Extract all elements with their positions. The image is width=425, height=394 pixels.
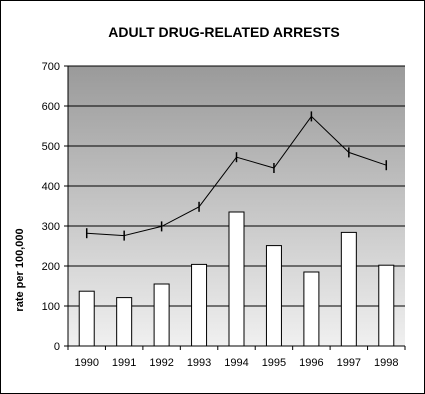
bar: [116, 297, 133, 347]
y-tick-labels: 0 100 200 300 400 500 600 700: [42, 61, 60, 353]
bar: [265, 245, 282, 347]
y-tick-label: 700: [42, 61, 60, 73]
bar: [378, 264, 395, 347]
bar: [153, 283, 170, 347]
bar: [191, 263, 208, 347]
x-tick-label: 1992: [149, 357, 173, 369]
bar: [303, 271, 320, 347]
x-tick-labels: 1990 1991 1992 1993 1994 1995 1996 1997 1998: [74, 357, 398, 369]
bar: [228, 211, 245, 347]
bar: [340, 231, 357, 347]
chart-title: ADULT DRUG-RELATED ARRESTS: [108, 24, 340, 40]
x-tick-label: 1993: [187, 357, 211, 369]
x-tick-label: 1990: [74, 357, 98, 369]
axes: [64, 65, 406, 350]
y-tick-label: 0: [54, 341, 60, 353]
line-series: [85, 111, 388, 241]
y-tick-label: 500: [42, 141, 60, 153]
x-tick-label: 1995: [262, 357, 286, 369]
x-tick-label: 1994: [224, 357, 248, 369]
y-tick-label: 200: [42, 261, 60, 273]
x-tick-label: 1998: [374, 357, 398, 369]
y-tick-label: 100: [42, 301, 60, 313]
bars-series: [78, 211, 395, 347]
y-tick-label: 600: [42, 101, 60, 113]
bar: [78, 290, 95, 347]
y-axis-label: rate per 100,000: [14, 228, 26, 311]
x-tick-label: 1991: [112, 357, 136, 369]
x-tick-label: 1997: [337, 357, 361, 369]
x-tick-label: 1996: [299, 357, 323, 369]
y-tick-label: 300: [42, 221, 60, 233]
y-tick-label: 400: [42, 181, 60, 193]
